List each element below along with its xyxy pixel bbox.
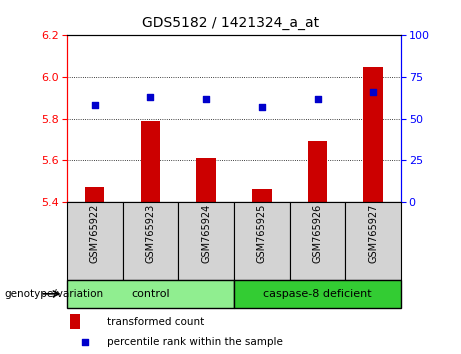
Text: GSM765926: GSM765926 (313, 204, 323, 263)
Point (91, 102, 98, 108)
Bar (67, 202, 123, 280)
Bar (308, 142, 327, 202)
Text: control: control (131, 289, 170, 299)
Bar (178, 202, 234, 280)
Bar (234, 202, 290, 280)
Bar (67, 280, 234, 308)
Bar (290, 202, 345, 280)
Bar (363, 67, 383, 202)
Bar (141, 121, 160, 202)
Point (147, 94, 154, 100)
Text: genotype/variation: genotype/variation (5, 289, 104, 299)
Bar (234, 280, 401, 308)
Point (202, 96, 210, 102)
Point (370, 89, 377, 95)
Bar (252, 189, 272, 202)
Text: GSM765923: GSM765923 (145, 204, 155, 263)
Bar (123, 202, 178, 280)
Text: GSM765924: GSM765924 (201, 204, 211, 263)
Text: GSM765925: GSM765925 (257, 204, 267, 263)
Text: GSM765927: GSM765927 (368, 204, 378, 263)
Text: GDS5182 / 1421324_a_at: GDS5182 / 1421324_a_at (142, 16, 319, 30)
Point (82, 340, 89, 346)
Point (314, 96, 321, 102)
Bar (70, 314, 80, 329)
Bar (85, 187, 105, 202)
Bar (345, 202, 401, 280)
Text: caspase-8 deficient: caspase-8 deficient (263, 289, 372, 299)
Point (258, 104, 266, 110)
Text: percentile rank within the sample: percentile rank within the sample (107, 337, 283, 348)
Bar (196, 158, 216, 202)
Text: transformed count: transformed count (107, 317, 204, 327)
Text: GSM765922: GSM765922 (90, 204, 100, 263)
